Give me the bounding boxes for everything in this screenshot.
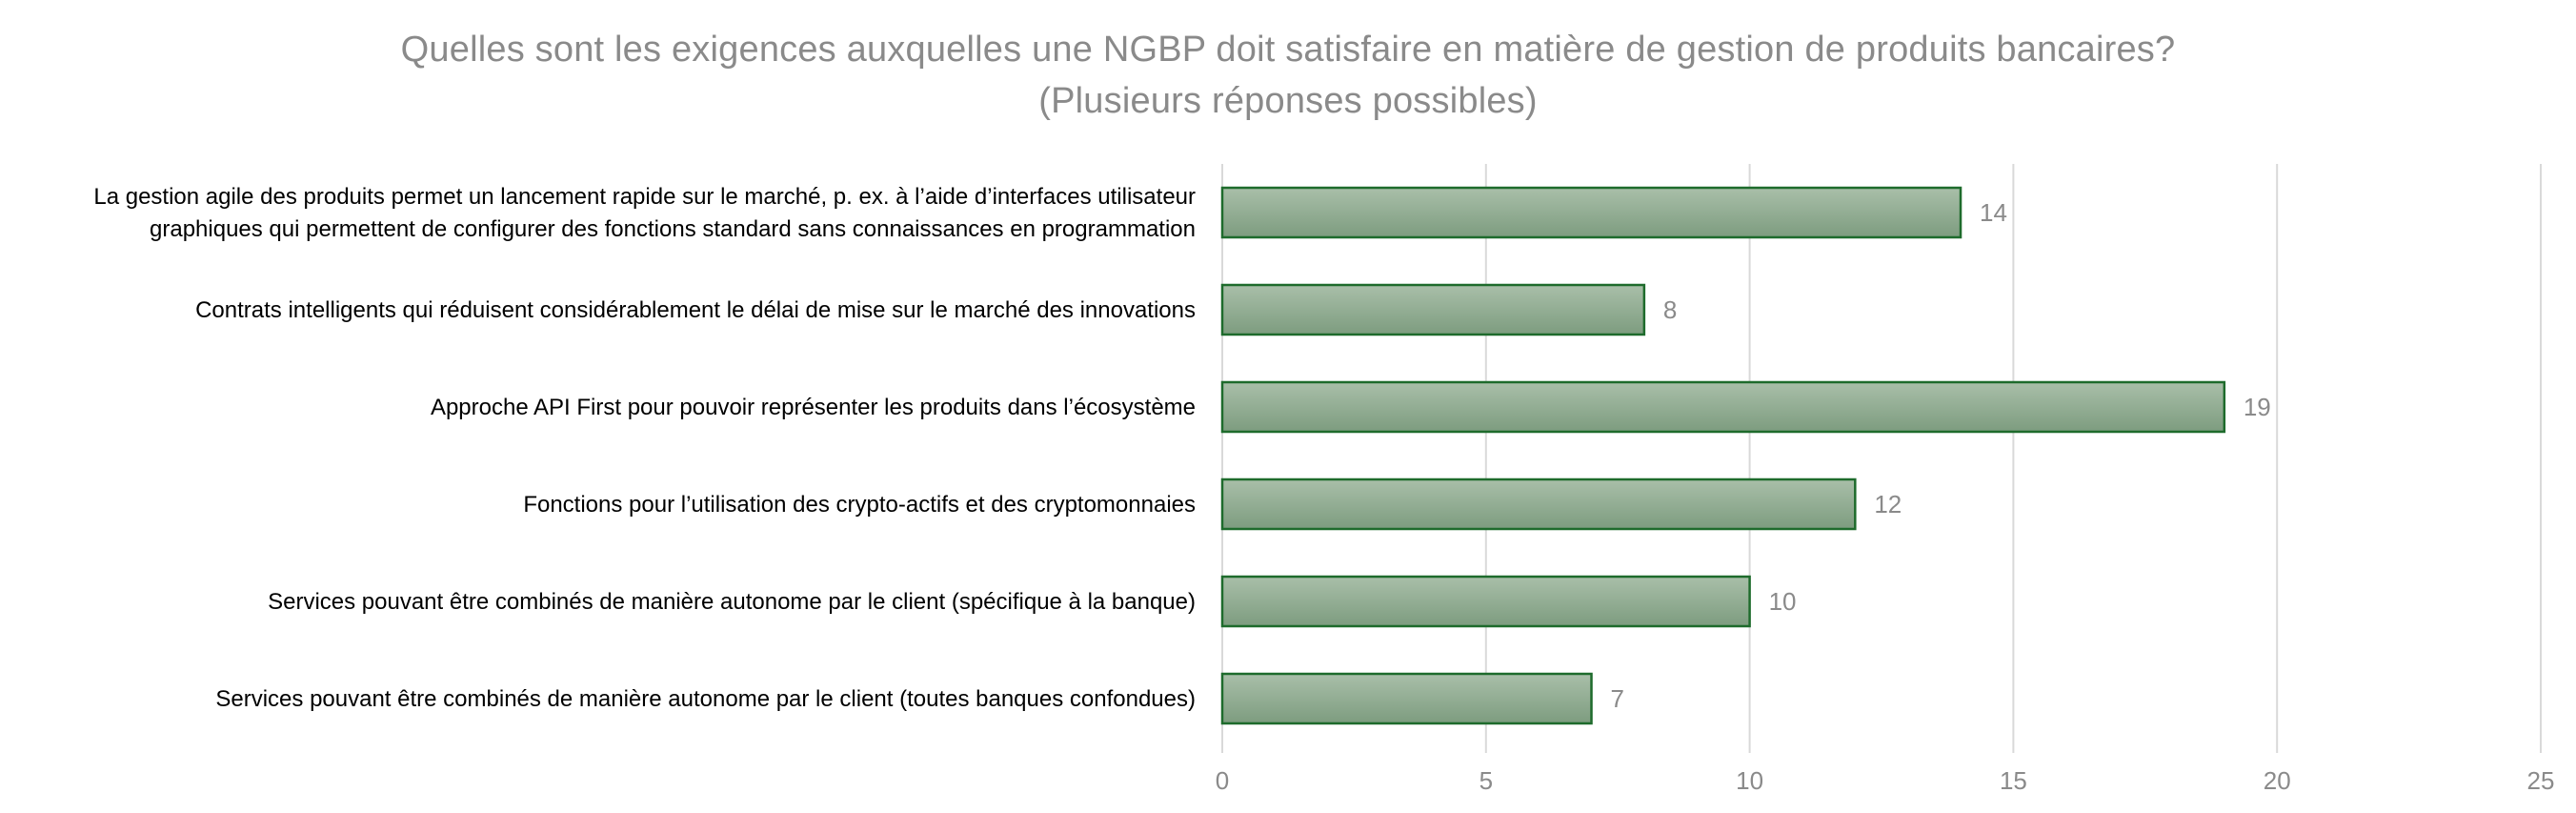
bar xyxy=(1220,672,1593,725)
x-tick-label: 0 xyxy=(1216,766,1229,795)
category-label-line: Services pouvant être combinés de manièr… xyxy=(268,589,1196,615)
data-label: 7 xyxy=(1611,684,1624,713)
category-label-line: Contrats intelligents qui réduisent cons… xyxy=(195,297,1196,323)
chart-title: Quelles sont les exigences auxquelles un… xyxy=(400,30,2176,70)
data-label: 8 xyxy=(1663,295,1677,324)
category-label-line: graphiques qui permettent de configurer … xyxy=(150,216,1196,242)
x-tick-label: 20 xyxy=(2264,766,2291,795)
chart-subtitle: (Plusieurs réponses possibles) xyxy=(1038,81,1538,121)
category-label: La gestion agile des produits permet un … xyxy=(93,184,1196,242)
bar xyxy=(1220,478,1857,531)
category-label-line: Services pouvant être combinés de manièr… xyxy=(215,686,1196,712)
category-label-line: La gestion agile des produits permet un … xyxy=(93,184,1196,210)
x-tick-label: 5 xyxy=(1479,766,1493,795)
bar xyxy=(1220,283,1646,336)
x-tick-label: 10 xyxy=(1736,766,1763,795)
x-tick-label: 15 xyxy=(2000,766,2027,795)
category-label-line: Approche API First pour pouvoir représen… xyxy=(431,395,1196,420)
bar xyxy=(1220,186,1962,239)
data-label: 19 xyxy=(2244,393,2271,421)
category-label: Approche API First pour pouvoir représen… xyxy=(431,395,1196,420)
category-label: Fonctions pour l’utilisation des crypto-… xyxy=(523,492,1196,518)
category-label: Services pouvant être combinés de manièr… xyxy=(215,686,1196,712)
category-label: Services pouvant être combinés de manièr… xyxy=(268,589,1196,615)
x-tick-label: 25 xyxy=(2527,766,2555,795)
bar xyxy=(1220,575,1751,628)
category-label-line: Fonctions pour l’utilisation des crypto-… xyxy=(523,492,1196,518)
data-label: 10 xyxy=(1769,587,1797,616)
category-label: Contrats intelligents qui réduisent cons… xyxy=(195,297,1196,323)
bar xyxy=(1220,380,2226,434)
data-label: 12 xyxy=(1874,490,1902,518)
data-label: 14 xyxy=(1980,198,2007,227)
